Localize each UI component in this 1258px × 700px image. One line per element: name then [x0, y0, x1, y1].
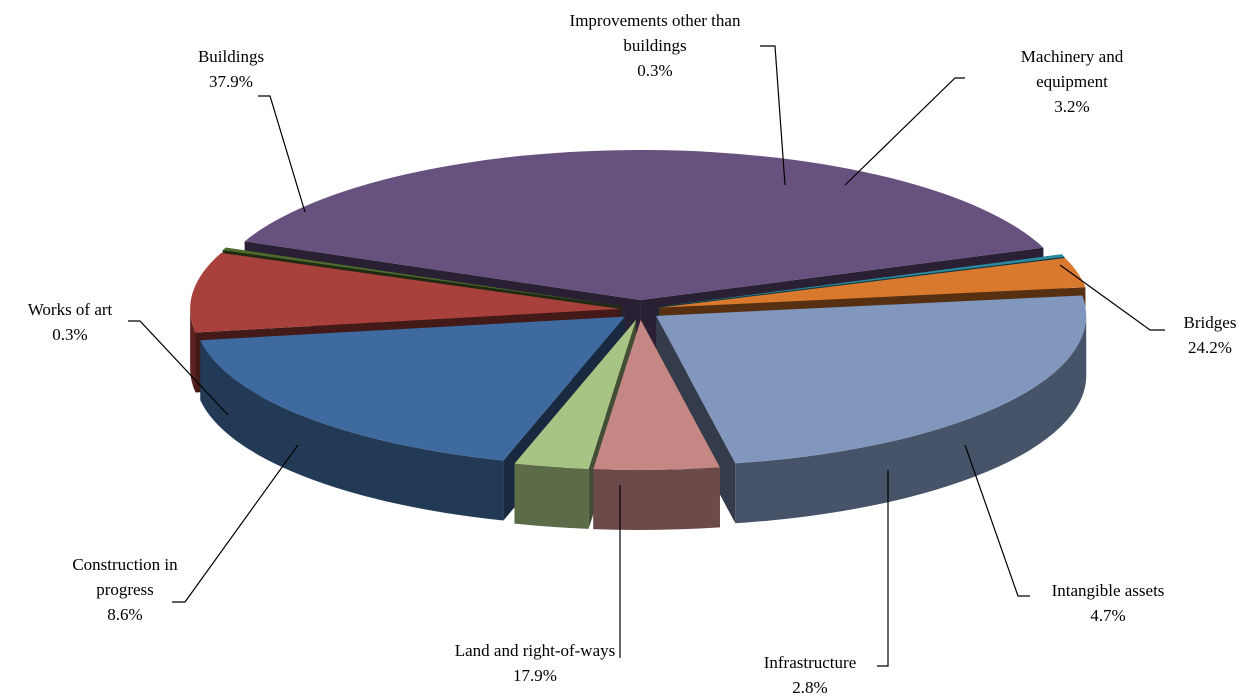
leader-line [128, 320, 229, 416]
slice-top-face [656, 295, 1087, 464]
slice-percent-label: 4.7% [1090, 606, 1125, 625]
slice-name-label: Buildings [198, 47, 264, 66]
leader-line [844, 77, 965, 186]
slice-labels: Buildings 37.9% Improvements other than bui… [28, 11, 1237, 697]
slice-outer-wall [593, 467, 720, 530]
pie-slice-intangible-assets [593, 319, 720, 530]
slice-percent-label: 0.3% [52, 325, 87, 344]
slice-top-face [222, 247, 622, 307]
slice-top-face [190, 252, 621, 333]
slice-top-face [593, 319, 720, 470]
slice-name-label: progress [96, 580, 154, 599]
slice-name-label: equipment [1036, 72, 1108, 91]
pie-slice-bridges [656, 295, 1087, 524]
leader-line [877, 470, 889, 667]
slice-percent-label: 3.2% [1054, 97, 1089, 116]
slice-percent-label: 24.2% [1188, 338, 1232, 357]
slice-top-face [659, 257, 1086, 308]
slice-name-label: Machinery and [1021, 47, 1124, 66]
slice-top-face [514, 319, 637, 469]
slice-outer-wall [200, 340, 504, 521]
leader-line [258, 95, 306, 213]
slice-name-label: Bridges [1184, 313, 1237, 332]
slice-percent-label: 0.3% [637, 61, 672, 80]
slice-top-face [244, 150, 1044, 301]
slice-outer-wall [514, 463, 589, 529]
slice-name-label: Works of art [28, 300, 113, 319]
slice-name-label: Improvements other than [570, 11, 741, 30]
slice-name-label: Construction in [72, 555, 178, 574]
slice-percent-label: 37.9% [209, 72, 253, 91]
leader-line [172, 444, 299, 603]
slice-top-face [658, 254, 1065, 307]
slice-outer-wall [190, 308, 196, 393]
leader-line [760, 45, 786, 186]
slice-outer-wall [735, 315, 1087, 524]
leader-lines [128, 45, 1165, 667]
slice-percent-label: 2.8% [792, 678, 827, 697]
slice-name-label: buildings [623, 36, 686, 55]
leader-line [964, 444, 1030, 597]
slice-top-face [200, 316, 625, 461]
leader-line [1059, 264, 1165, 331]
slice-name-label: Intangible assets [1052, 581, 1165, 600]
slice-name-label: Infrastructure [764, 653, 857, 672]
slice-percent-label: 17.9% [513, 666, 557, 685]
pie-slices [190, 150, 1087, 530]
slice-name-label: Land and right-of-ways [455, 641, 616, 660]
slice-percent-label: 8.6% [107, 605, 142, 624]
